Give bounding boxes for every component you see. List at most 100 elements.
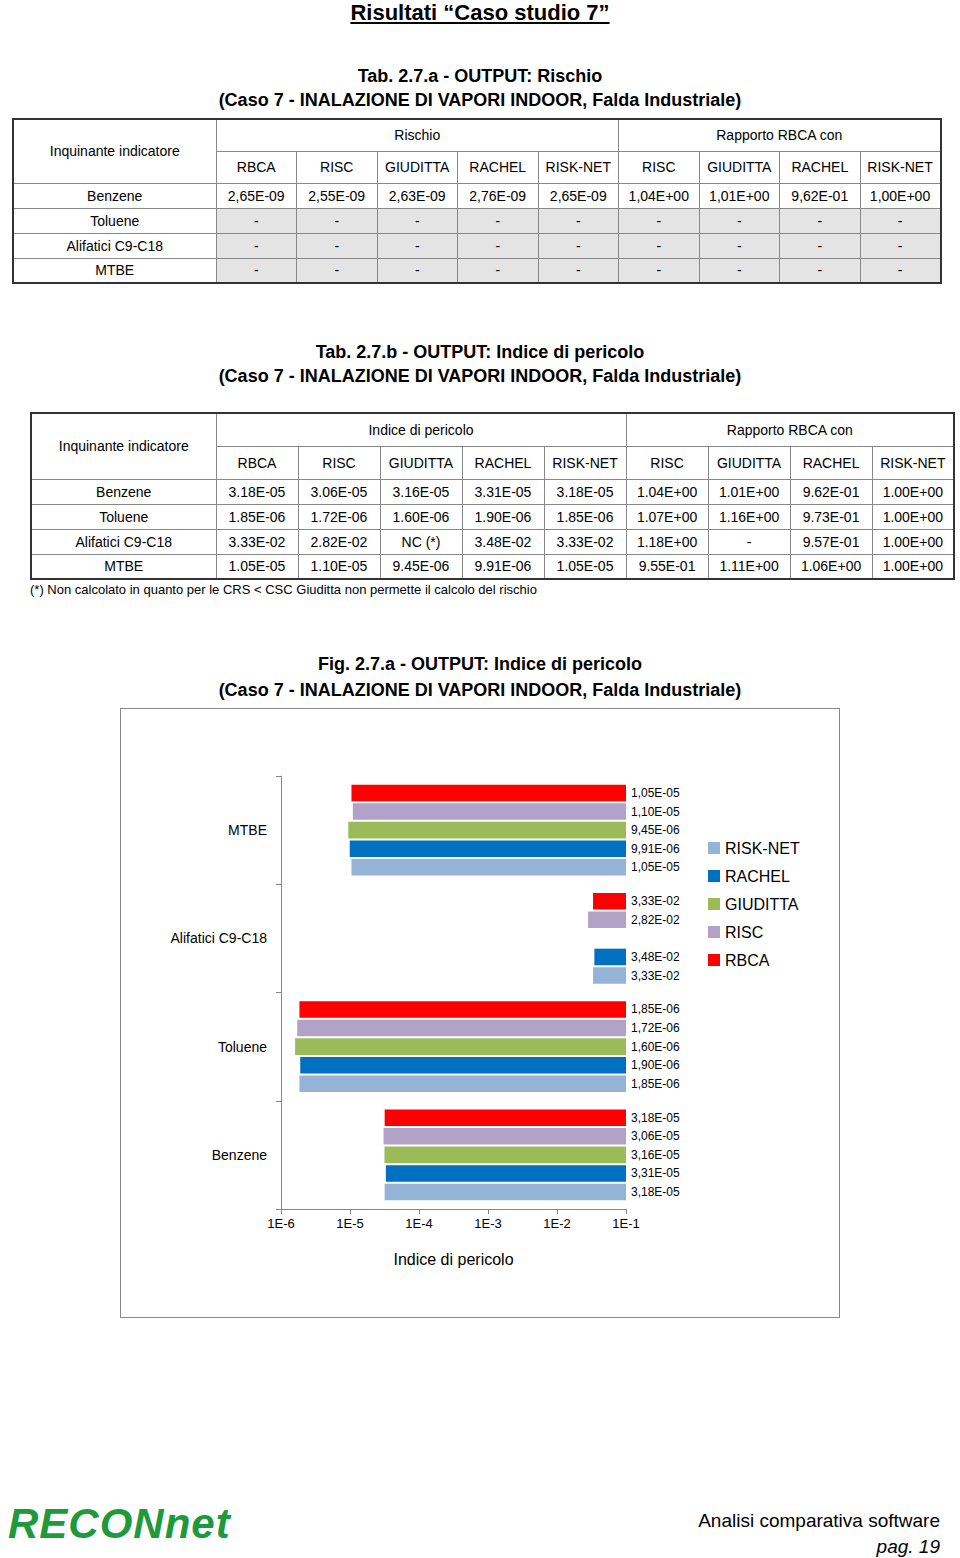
html-text:2,76E-09: 2,76E-09 (469, 187, 527, 204)
svg-text:RBCA: RBCA (725, 952, 770, 969)
html-text:1.00E+00: 1.00E+00 (882, 508, 943, 525)
svg-text:3,31E-05: 3,31E-05 (631, 1166, 680, 1180)
html-text:3.16E-05: 3.16E-05 (392, 483, 450, 500)
html-text:RISK-NET: RISK-NET (552, 454, 618, 471)
html-text:Inquinante indicatore: Inquinante indicatore (58, 438, 189, 455)
html-text:RBCA: RBCA (237, 454, 277, 471)
svg-text:2,82E-02: 2,82E-02 (631, 913, 680, 927)
html-text:Alifatici C9-C18: Alifatici C9-C18 (75, 533, 172, 550)
svg-text:9,45E-06: 9,45E-06 (631, 823, 680, 837)
html-text:2,65E-09: 2,65E-09 (227, 187, 285, 204)
html-text:2,63E-09: 2,63E-09 (388, 187, 446, 204)
html-text:Toluene: Toluene (99, 508, 149, 525)
svg-text:GIUDITTA: GIUDITTA (725, 896, 799, 913)
svg-text:1E-5: 1E-5 (336, 1216, 363, 1231)
svg-text:1,85E-06: 1,85E-06 (631, 1077, 680, 1091)
html-text:Analisi comparativa software: Analisi comparativa software (698, 1510, 940, 1531)
svg-text:3,18E-05: 3,18E-05 (631, 1185, 680, 1199)
html-text:NC (*): NC (*) (401, 533, 441, 550)
html-text:3.48E-02: 3.48E-02 (474, 533, 532, 550)
svg-text:RISC: RISC (725, 924, 763, 941)
svg-text:3,18E-05: 3,18E-05 (631, 1111, 680, 1125)
html-text:Toluene: Toluene (90, 212, 140, 229)
html-text:Benzene: Benzene (96, 483, 152, 500)
html-text:RECONnet: RECONnet (8, 1500, 231, 1547)
html-text:1.00E+00: 1.00E+00 (882, 483, 943, 500)
html-text:9.73E-01: 9.73E-01 (802, 508, 860, 525)
html-text:RISC: RISC (322, 454, 356, 471)
html-text:1.72E-06: 1.72E-06 (310, 508, 368, 525)
html-text:1.85E-06: 1.85E-06 (556, 508, 614, 525)
html-text:1.60E-06: 1.60E-06 (392, 508, 450, 525)
html-text:(Caso 7 - INALAZIONE DI VAPORI: (Caso 7 - INALAZIONE DI VAPORI INDOOR, F… (218, 680, 742, 700)
html-text:MTBE: MTBE (95, 262, 135, 279)
svg-text:1,72E-06: 1,72E-06 (631, 1021, 680, 1035)
svg-text:3,33E-02: 3,33E-02 (631, 894, 680, 908)
html-text:1,01E+00: 1,01E+00 (709, 187, 770, 204)
svg-text:1,60E-06: 1,60E-06 (631, 1040, 680, 1054)
html-text:Tab. 2.7.a - OUTPUT: Rischio: Tab. 2.7.a - OUTPUT: Rischio (357, 66, 603, 86)
svg-text:1,10E-05: 1,10E-05 (631, 805, 680, 819)
svg-text:3,33E-02: 3,33E-02 (631, 969, 680, 983)
svg-text:9,91E-06: 9,91E-06 (631, 842, 680, 856)
svg-text:1E-6: 1E-6 (267, 1216, 294, 1231)
svg-text:Benzene: Benzene (212, 1147, 267, 1163)
html-text:Inquinante indicatore: Inquinante indicatore (49, 143, 180, 160)
html-text:2,65E-09: 2,65E-09 (549, 187, 607, 204)
html-text:Risultati “Caso studio 7”: Risultati “Caso studio 7” (350, 0, 610, 25)
svg-text:1E-4: 1E-4 (405, 1216, 432, 1231)
svg-text:1,05E-05: 1,05E-05 (631, 786, 680, 800)
svg-text:1E-3: 1E-3 (474, 1216, 501, 1231)
html-text:1.85E-06: 1.85E-06 (228, 508, 286, 525)
svg-text:3,16E-05: 3,16E-05 (631, 1148, 680, 1162)
html-text:Rapporto RBCA con: Rapporto RBCA con (726, 421, 853, 438)
svg-text:RACHEL: RACHEL (725, 868, 790, 885)
html-text:RISC: RISC (650, 454, 684, 471)
html-text:Tab. 2.7.b - OUTPUT: Indice di: Tab. 2.7.b - OUTPUT: Indice di pericolo (315, 342, 645, 362)
html-text:GIUDITTA: GIUDITTA (716, 454, 782, 471)
svg-text:RISK-NET: RISK-NET (725, 840, 800, 857)
svg-text:3,48E-02: 3,48E-02 (631, 950, 680, 964)
html-text:1.18E+00: 1.18E+00 (636, 533, 698, 550)
html-text:Alifatici C9-C18: Alifatici C9-C18 (66, 237, 163, 254)
html-text:2,55E-09: 2,55E-09 (308, 187, 366, 204)
html-text:Rischio: Rischio (394, 127, 441, 144)
svg-text:1E-2: 1E-2 (543, 1216, 570, 1231)
html-text:(Caso 7 - INALAZIONE DI VAPORI: (Caso 7 - INALAZIONE DI VAPORI INDOOR, F… (218, 366, 742, 386)
svg-text:1,85E-06: 1,85E-06 (631, 1002, 680, 1016)
svg-text:1,05E-05: 1,05E-05 (631, 860, 680, 874)
html-text:1,04E+00: 1,04E+00 (628, 187, 689, 204)
html-text:Benzene: Benzene (87, 187, 143, 204)
html-text:1,00E+00: 1,00E+00 (869, 187, 931, 204)
html-text:1.16E+00: 1.16E+00 (718, 508, 780, 525)
html-text:1.90E-06: 1.90E-06 (474, 508, 532, 525)
html-text:3.33E-02: 3.33E-02 (228, 533, 286, 550)
html-text:RISK-NET: RISK-NET (880, 454, 946, 471)
svg-text:1,90E-06: 1,90E-06 (631, 1058, 680, 1072)
html-text:GIUDITTA: GIUDITTA (388, 454, 454, 471)
html-text:1.01E+00: 1.01E+00 (718, 483, 780, 500)
html-text:3.33E-02: 3.33E-02 (556, 533, 614, 550)
html-text:Rapporto RBCA con: Rapporto RBCA con (716, 127, 843, 144)
svg-text:MTBE: MTBE (228, 822, 267, 838)
html-text:1.04E+00: 1.04E+00 (636, 483, 698, 500)
svg-text:3,06E-05: 3,06E-05 (631, 1129, 680, 1143)
html-text:Fig. 2.7.a - OUTPUT: Indice di: Fig. 2.7.a - OUTPUT: Indice di pericolo (318, 654, 642, 674)
html-text:1.07E+00: 1.07E+00 (636, 508, 698, 525)
html-text:2.82E-02: 2.82E-02 (310, 533, 368, 550)
svg-text:Indice di pericolo: Indice di pericolo (393, 1251, 513, 1268)
html-text:(Caso 7 - INALAZIONE DI VAPORI: (Caso 7 - INALAZIONE DI VAPORI INDOOR, F… (218, 90, 742, 110)
html-text:RACHEL: RACHEL (802, 454, 860, 471)
svg-text:Alifatici C9-C18: Alifatici C9-C18 (171, 930, 268, 946)
html-text:3.18E-05: 3.18E-05 (228, 483, 286, 500)
html-text:Indice di pericolo: Indice di pericolo (368, 421, 474, 438)
html-text:RACHEL: RACHEL (474, 454, 532, 471)
svg-text:Toluene: Toluene (218, 1039, 267, 1055)
html-text:9.62E-01: 9.62E-01 (802, 483, 860, 500)
html-text:3.06E-05: 3.06E-05 (310, 483, 368, 500)
html-text:pag. 19: pag. 19 (876, 1536, 940, 1557)
svg-text:1E-1: 1E-1 (612, 1216, 639, 1231)
html-text:9,62E-01: 9,62E-01 (791, 187, 849, 204)
html-text:3.18E-05: 3.18E-05 (556, 483, 614, 500)
html-text:3.31E-05: 3.31E-05 (474, 483, 532, 500)
